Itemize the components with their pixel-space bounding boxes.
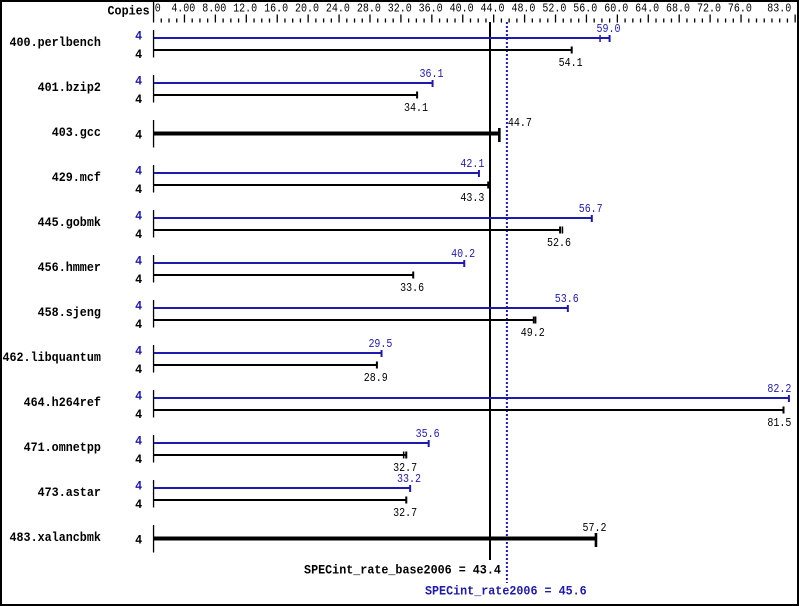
svg-text:33.2: 33.2 bbox=[397, 472, 421, 486]
svg-text:4: 4 bbox=[135, 407, 142, 422]
svg-text:72.0: 72.0 bbox=[697, 1, 721, 15]
svg-text:4: 4 bbox=[135, 272, 142, 287]
svg-text:33.6: 33.6 bbox=[400, 281, 424, 295]
svg-text:456.hmmer: 456.hmmer bbox=[38, 260, 101, 275]
svg-text:64.0: 64.0 bbox=[635, 1, 659, 15]
svg-text:4: 4 bbox=[135, 209, 142, 224]
svg-text:68.0: 68.0 bbox=[666, 1, 690, 15]
svg-text:49.2: 49.2 bbox=[521, 326, 545, 340]
svg-text:52.0: 52.0 bbox=[542, 1, 566, 15]
svg-text:59.0: 59.0 bbox=[596, 22, 620, 36]
svg-text:4: 4 bbox=[135, 497, 142, 512]
svg-text:36.0: 36.0 bbox=[419, 1, 443, 15]
svg-text:4: 4 bbox=[135, 227, 142, 242]
svg-text:44.7: 44.7 bbox=[508, 116, 532, 130]
svg-text:32.0: 32.0 bbox=[388, 1, 412, 15]
svg-text:8.00: 8.00 bbox=[202, 1, 226, 15]
svg-text:471.omnetpp: 471.omnetpp bbox=[24, 440, 101, 455]
svg-text:483.xalancbmk: 483.xalancbmk bbox=[10, 530, 102, 545]
svg-text:4: 4 bbox=[135, 344, 142, 359]
svg-text:4: 4 bbox=[135, 389, 142, 404]
svg-text:458.sjeng: 458.sjeng bbox=[38, 305, 101, 320]
svg-text:473.astar: 473.astar bbox=[38, 485, 101, 500]
svg-text:4: 4 bbox=[135, 533, 142, 548]
svg-text:28.0: 28.0 bbox=[357, 1, 381, 15]
svg-text:Copies: Copies bbox=[108, 3, 150, 18]
svg-text:4: 4 bbox=[135, 434, 142, 449]
svg-text:34.1: 34.1 bbox=[404, 101, 428, 115]
svg-text:464.h264ref: 464.h264ref bbox=[24, 395, 101, 410]
svg-text:40.0: 40.0 bbox=[450, 1, 474, 15]
svg-text:429.mcf: 429.mcf bbox=[52, 170, 101, 185]
svg-text:4: 4 bbox=[135, 254, 142, 269]
svg-text:20.0: 20.0 bbox=[295, 1, 319, 15]
svg-text:4: 4 bbox=[135, 362, 142, 377]
svg-text:4: 4 bbox=[135, 47, 142, 62]
svg-text:4: 4 bbox=[135, 128, 142, 143]
svg-text:40.2: 40.2 bbox=[451, 247, 475, 261]
svg-text:57.2: 57.2 bbox=[583, 521, 607, 535]
svg-text:4.00: 4.00 bbox=[171, 1, 195, 15]
svg-text:4: 4 bbox=[135, 164, 142, 179]
svg-text:48.0: 48.0 bbox=[511, 1, 535, 15]
svg-text:401.bzip2: 401.bzip2 bbox=[38, 80, 101, 95]
svg-text:36.1: 36.1 bbox=[419, 67, 443, 81]
svg-text:4: 4 bbox=[135, 74, 142, 89]
svg-text:76.0: 76.0 bbox=[728, 1, 752, 15]
svg-text:43.3: 43.3 bbox=[460, 191, 484, 205]
svg-text:12.0: 12.0 bbox=[233, 1, 257, 15]
svg-text:4: 4 bbox=[135, 317, 142, 332]
svg-text:4: 4 bbox=[135, 92, 142, 107]
svg-text:83.0: 83.0 bbox=[767, 1, 791, 15]
svg-text:462.libquantum: 462.libquantum bbox=[2, 350, 101, 365]
svg-text:35.6: 35.6 bbox=[416, 427, 440, 441]
svg-text:24.0: 24.0 bbox=[326, 1, 350, 15]
svg-text:54.1: 54.1 bbox=[559, 56, 583, 70]
svg-text:29.5: 29.5 bbox=[368, 337, 392, 351]
svg-text:44.0: 44.0 bbox=[481, 1, 505, 15]
svg-text:445.gobmk: 445.gobmk bbox=[38, 215, 101, 230]
svg-text:16.0: 16.0 bbox=[264, 1, 288, 15]
svg-text:81.5: 81.5 bbox=[767, 416, 791, 430]
svg-text:0: 0 bbox=[155, 1, 161, 15]
svg-text:32.7: 32.7 bbox=[393, 461, 417, 475]
svg-text:4: 4 bbox=[135, 452, 142, 467]
svg-text:4: 4 bbox=[135, 182, 142, 197]
svg-text:4: 4 bbox=[135, 479, 142, 494]
svg-text:82.2: 82.2 bbox=[767, 382, 791, 396]
svg-text:52.6: 52.6 bbox=[547, 236, 571, 250]
svg-text:60.0: 60.0 bbox=[604, 1, 628, 15]
svg-text:42.1: 42.1 bbox=[460, 157, 484, 171]
svg-text:53.6: 53.6 bbox=[555, 292, 579, 306]
svg-text:28.9: 28.9 bbox=[364, 371, 388, 385]
svg-text:4: 4 bbox=[135, 29, 142, 44]
svg-text:56.7: 56.7 bbox=[579, 202, 603, 216]
svg-text:56.0: 56.0 bbox=[573, 1, 597, 15]
svg-text:SPECint_rate2006 = 45.6: SPECint_rate2006 = 45.6 bbox=[425, 584, 587, 599]
svg-text:403.gcc: 403.gcc bbox=[52, 125, 101, 140]
svg-text:4: 4 bbox=[135, 299, 142, 314]
svg-text:400.perlbench: 400.perlbench bbox=[10, 35, 102, 50]
svg-text:SPECint_rate_base2006 = 43.4: SPECint_rate_base2006 = 43.4 bbox=[304, 563, 501, 578]
svg-text:32.7: 32.7 bbox=[393, 506, 417, 520]
